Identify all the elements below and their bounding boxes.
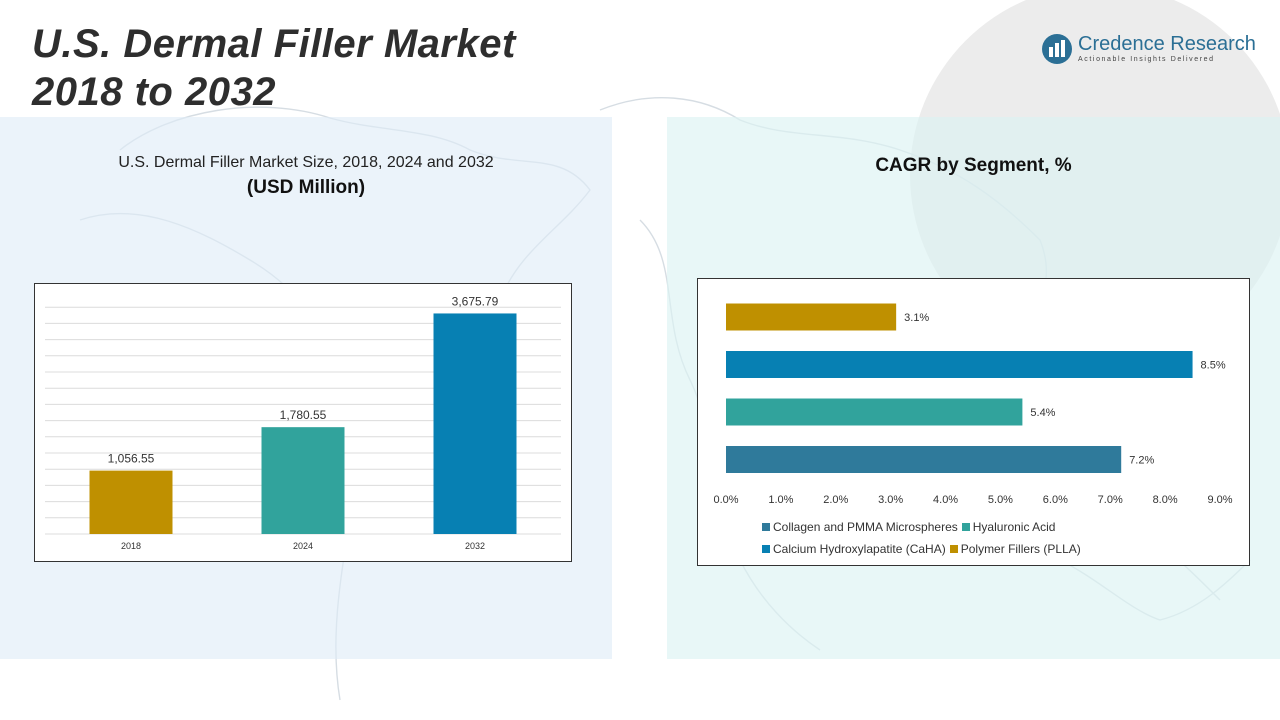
legend-row: Calcium Hydroxylapatite (CaHA) Polymer Fi… <box>762 538 1242 560</box>
data-label: 3,675.79 <box>452 294 499 308</box>
market-size-chart: 1,056.55 2018 1,780.55 2024 3,675.79 2032 <box>34 283 572 562</box>
market-size-subtitle: U.S. Dermal Filler Market Size, 2018, 20… <box>118 154 494 171</box>
x-tick-label: 7.0% <box>1098 494 1123 506</box>
cagr-subtitle: CAGR by Segment, % <box>875 155 1072 176</box>
x-tick-label: 2.0% <box>823 494 848 506</box>
legend-swatch <box>762 545 770 553</box>
market-size-unit: (USD Million) <box>246 177 366 198</box>
bar-2018 <box>89 470 173 534</box>
x-tick-label: 6.0% <box>1043 494 1068 506</box>
legend-row: Collagen and PMMA Microspheres Hyaluronic… <box>762 516 1242 538</box>
x-tick-label: 2032 <box>465 541 485 551</box>
credence-logo: Credence Research Actionable Insights De… <box>1040 32 1260 68</box>
legend-label: Calcium Hydroxylapatite (CaHA) <box>773 542 946 556</box>
legend-swatch <box>961 523 970 531</box>
data-label: 8.5% <box>1201 360 1226 372</box>
legend-label: Hyaluronic Acid <box>972 520 1056 534</box>
credence-logo-icon <box>1042 34 1072 64</box>
market-size-chart-svg: 1,056.55 2018 1,780.55 2024 3,675.79 2032 <box>45 294 561 551</box>
x-tick-label: 0.0% <box>713 494 738 506</box>
cagr-legend: Collagen and PMMA Microspheres Hyaluronic… <box>762 516 1242 560</box>
data-label: 7.2% <box>1129 455 1154 467</box>
x-tick-label: 3.0% <box>878 494 903 506</box>
hbar-2 <box>726 398 1023 426</box>
legend-item: Collagen and PMMA Microspheres <box>762 516 958 538</box>
hbar-1 <box>726 351 1193 378</box>
data-label: 3.1% <box>904 312 929 324</box>
legend-swatch <box>762 523 770 531</box>
legend-swatch <box>949 545 958 553</box>
cagr-chart: 3.1% 8.5% 5.4% 7.2% 0.0% 1.0% 2.0% 3.0% 4.0% 5.0%… <box>697 278 1250 566</box>
logo-tagline: Actionable Insights Delivered <box>1078 56 1215 63</box>
page-title: U.S. Dermal Filler Market 2018 to 2032 <box>32 20 516 116</box>
cagr-chart-svg: 3.1% 8.5% 5.4% 7.2% 0.0% 1.0% 2.0% 3.0% 4.0% 5.0%… <box>713 303 1233 506</box>
hbar-3 <box>726 446 1122 473</box>
data-label: 5.4% <box>1030 407 1055 419</box>
bar-2032 <box>433 313 517 534</box>
data-label: 1,780.55 <box>280 408 327 422</box>
legend-label: Polymer Fillers (PLLA) <box>960 542 1081 556</box>
legend-item: Hyaluronic Acid <box>961 516 1056 538</box>
legend-item: Polymer Fillers (PLLA) <box>949 538 1081 560</box>
hbar-0 <box>726 303 897 331</box>
x-tick-label: 8.0% <box>1153 494 1178 506</box>
title-line-1: U.S. Dermal Filler Market <box>32 22 516 66</box>
legend-item: Calcium Hydroxylapatite (CaHA) <box>762 538 946 560</box>
x-tick-label: 2024 <box>293 541 313 551</box>
x-tick-label: 2018 <box>121 541 141 551</box>
x-tick-label: 1.0% <box>768 494 793 506</box>
x-tick-label: 4.0% <box>933 494 958 506</box>
logo-name: Credence Research <box>1078 33 1256 55</box>
legend-label: Collagen and PMMA Microspheres <box>773 520 958 534</box>
x-tick-label: 5.0% <box>988 494 1013 506</box>
data-label: 1,056.55 <box>108 452 155 466</box>
x-tick-label: 9.0% <box>1207 494 1232 506</box>
bar-2024 <box>261 427 345 534</box>
title-line-2: 2018 to 2032 <box>32 70 276 114</box>
